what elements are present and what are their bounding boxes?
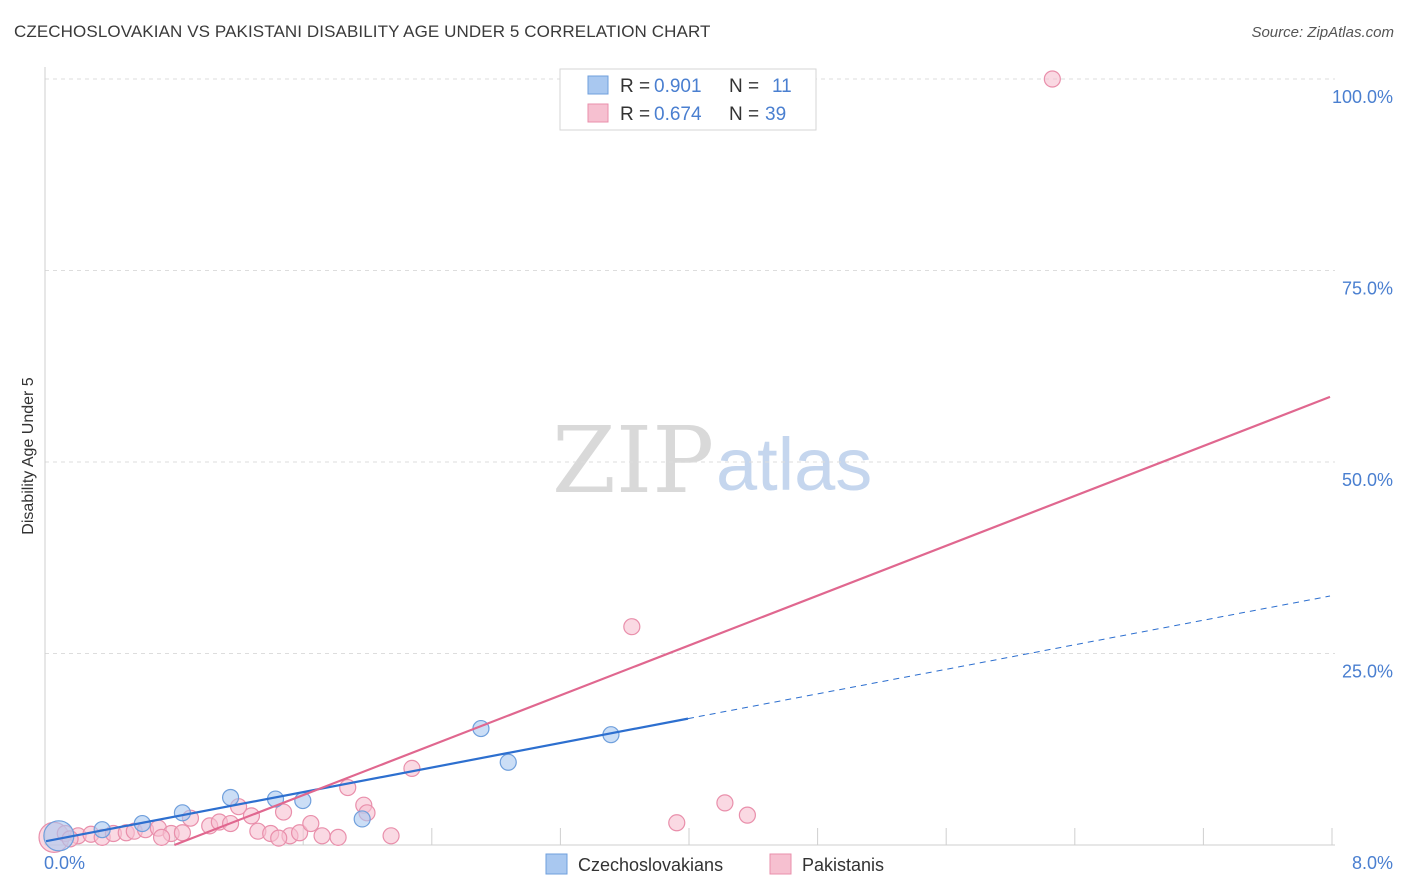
x-axis-ticks bbox=[174, 828, 1333, 845]
y-tick-label-25: 25.0% bbox=[1342, 662, 1393, 682]
pakistanis-point-30 bbox=[403, 759, 421, 778]
legend-n-label-2: N = bbox=[729, 104, 759, 125]
legend-n-value-1: 11 bbox=[772, 76, 792, 97]
pakistanis-point-29 bbox=[382, 827, 400, 845]
y-axis-title: Disability Age Under 5 bbox=[20, 377, 37, 535]
series-legend: Czechoslovakians Pakistanis bbox=[545, 853, 884, 875]
stats-legend: R = 0.901 N = 11 R = 0.674 N = 39 bbox=[559, 68, 817, 131]
pakistanis-point-11 bbox=[173, 824, 192, 842]
bottom-legend-label-czechoslovakians: Czechoslovakians bbox=[578, 855, 723, 875]
pakistanis-point-34 bbox=[738, 806, 756, 824]
pakistanis-point-37 bbox=[152, 828, 171, 846]
legend-r-label-2: R = bbox=[620, 104, 650, 125]
pakistanis-point-20 bbox=[274, 803, 293, 821]
legend-r-label-1: R = bbox=[620, 76, 650, 97]
grid-lines bbox=[45, 78, 1335, 654]
pakistanis-point-25 bbox=[329, 828, 347, 846]
y-tick-label-100: 100.0% bbox=[1332, 87, 1393, 107]
legend-n-value-2: 39 bbox=[765, 104, 786, 125]
pakistanis-point-22 bbox=[290, 824, 309, 842]
pakistanis-point-24 bbox=[313, 827, 331, 845]
x-tick-label-min: 0.0% bbox=[44, 853, 85, 873]
watermark-zip: ZIP bbox=[552, 407, 714, 514]
trend-lines bbox=[45, 395, 1331, 847]
bottom-legend-label-pakistanis: Pakistanis bbox=[802, 855, 884, 875]
y-axis-tick-labels: 25.0% 50.0% 75.0% 100.0% bbox=[1332, 87, 1393, 682]
watermark-atlas: atlas bbox=[716, 423, 872, 506]
chart-title: CZECHOSLOVAKIAN VS PAKISTANI DISABILITY … bbox=[14, 22, 711, 41]
pakistanis-trend-line bbox=[174, 395, 1331, 847]
pakistanis-point-32 bbox=[668, 814, 686, 832]
pakistanis-point-33 bbox=[716, 794, 734, 812]
legend-swatch-pakistanis bbox=[587, 103, 609, 123]
bottom-legend-swatch-pakistanis bbox=[769, 853, 792, 875]
y-tick-label-50: 50.0% bbox=[1342, 470, 1393, 490]
bottom-legend-swatch-czechoslovakians bbox=[545, 853, 568, 875]
chart-source: Source: ZipAtlas.com bbox=[1251, 24, 1394, 41]
czechoslovakians-point-3 bbox=[173, 804, 192, 822]
czechoslovakians-point-9 bbox=[499, 753, 517, 771]
legend-r-value-2: 0.674 bbox=[654, 104, 702, 125]
czechoslovakians-point-4 bbox=[221, 788, 240, 807]
legend-r-value-1: 0.901 bbox=[654, 76, 702, 97]
pakistanis-point-31 bbox=[623, 618, 641, 636]
czechoslovakians-point-7 bbox=[353, 810, 371, 828]
czechoslovakians-trend-line bbox=[45, 717, 689, 843]
pakistanis-point-23 bbox=[302, 814, 320, 833]
x-tick-label-max: 8.0% bbox=[1352, 853, 1393, 873]
pakistanis-point-35 bbox=[1043, 70, 1061, 88]
legend-n-label-1: N = bbox=[729, 76, 759, 97]
pakistanis-point-38 bbox=[270, 829, 288, 847]
y-tick-label-75: 75.0% bbox=[1342, 279, 1393, 299]
legend-swatch-czechoslovakians bbox=[587, 75, 609, 95]
czechoslovakians-trend-extension bbox=[687, 595, 1331, 720]
